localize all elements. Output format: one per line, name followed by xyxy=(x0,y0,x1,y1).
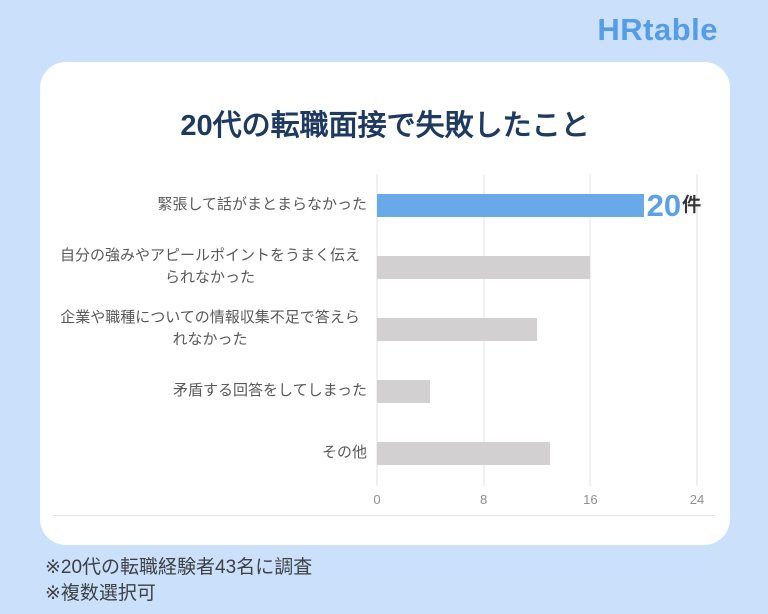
chart-row: 緊張して話がまとまらなかった 20 件 xyxy=(53,174,715,236)
chart-row: その他 xyxy=(53,422,715,484)
gridline xyxy=(589,174,591,486)
hrtable-logo: HRtable xyxy=(597,12,718,47)
value-unit: 件 xyxy=(682,194,702,216)
chart-rows: 緊張して話がまとまらなかった 20 件自分の強みやアピールポイントをうまく伝えられな… xyxy=(53,174,715,484)
category-label-text: 企業や職種についての情報収集不足で答えられなかった xyxy=(60,308,360,349)
x-tick-label: 24 xyxy=(689,492,705,507)
category-label-text: 矛盾する回答をしてしまった xyxy=(173,381,367,399)
category-label-text: その他 xyxy=(321,443,367,461)
category-label: その他 xyxy=(53,442,377,465)
chart-row: 自分の強みやアピールポイントをうまく伝えられなかった xyxy=(53,236,715,298)
bar-track xyxy=(377,255,697,279)
value-label: 20 件 xyxy=(647,190,702,221)
category-label: 自分の強みやアピールポイントをうまく伝えられなかった xyxy=(53,245,377,290)
x-tick-label: 8 xyxy=(480,492,488,507)
bar xyxy=(377,317,537,341)
bar-track: 20 件 xyxy=(377,190,701,221)
bar xyxy=(377,441,551,465)
gridline xyxy=(696,174,698,486)
category-label-text: 自分の強みやアピールポイントをうまく伝えられなかった xyxy=(59,246,360,287)
footnotes: ※20代の転職経験者43名に調査 ※複数選択可 xyxy=(45,555,312,606)
footnote-multiselect: ※複数選択可 xyxy=(45,582,156,604)
value-number: 20 xyxy=(646,187,682,223)
category-label: 矛盾する回答をしてしまった xyxy=(53,380,377,403)
category-label: 企業や職種についての情報収集不足で答えられなかった xyxy=(53,307,377,352)
x-tick-label: 0 xyxy=(373,492,381,507)
chart-title: 20代の転職面接で失敗したこと xyxy=(180,110,590,142)
bar xyxy=(377,193,644,217)
chart-row: 矛盾する回答をしてしまった xyxy=(53,360,715,422)
bar xyxy=(377,255,591,279)
chart-baseline xyxy=(53,515,715,516)
footnote-survey: ※20代の転職経験者43名に調査 xyxy=(45,557,313,578)
category-label-text: 緊張して話がまとまらなかった xyxy=(157,195,367,213)
bar-track xyxy=(377,379,697,403)
x-axis: 0 8 16 24 xyxy=(373,492,704,510)
category-label: 緊張して話がまとまらなかった xyxy=(53,194,377,217)
bar-track xyxy=(377,317,697,341)
bar xyxy=(377,379,431,403)
bar-track xyxy=(377,441,697,465)
x-tick-label: 16 xyxy=(583,492,598,507)
chart-card: 20代の転職面接で失敗したこと 緊張して話がまとまらなかった 20 件自分の強みやア… xyxy=(40,62,730,545)
chart-row: 企業や職種についての情報収集不足で答えられなかった xyxy=(53,298,715,360)
bar-chart: 緊張して話がまとまらなかった 20 件自分の強みやアピールポイントをうまく伝えられな… xyxy=(53,174,715,519)
